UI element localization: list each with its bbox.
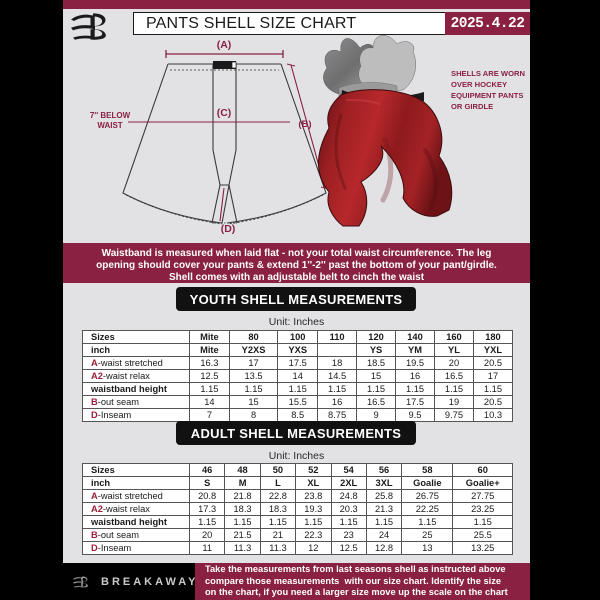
svg-text:(A): (A) (217, 39, 232, 51)
svg-text:7'' BELOW: 7'' BELOW (90, 111, 131, 120)
svg-text:(D): (D) (221, 223, 236, 235)
svg-text:WAIST: WAIST (97, 121, 122, 130)
svg-text:SHELLS ARE WORN: SHELLS ARE WORN (451, 69, 525, 78)
svg-text:(B): (B) (298, 119, 311, 130)
svg-text:EQUIPMENT PANTS: EQUIPMENT PANTS (451, 91, 523, 100)
svg-text:OR GIRDLE: OR GIRDLE (451, 102, 493, 111)
svg-text:(C): (C) (217, 107, 232, 119)
svg-text:OVER HOCKEY: OVER HOCKEY (451, 80, 507, 89)
